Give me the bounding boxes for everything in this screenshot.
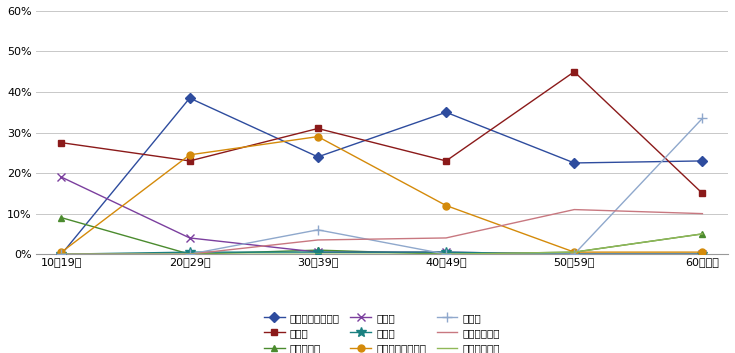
退職・廃業 <box>185 252 194 256</box>
交通の利便性 <box>57 252 66 256</box>
住　宅 <box>57 252 66 256</box>
住　宅 <box>698 116 707 120</box>
Line: 就　学: 就 学 <box>57 173 706 258</box>
生活の利便性 <box>442 252 451 256</box>
生活の利便性 <box>313 252 322 256</box>
Legend: 就職・転職・転業, 転　勤, 退職・廃業, 就　学, 卒　業, 結婚・離婚・縁組, 住　宅, 交通の利便性, 生活の利便性: 就職・転職・転業, 転 勤, 退職・廃業, 就 学, 卒 業, 結婚・離婚・縁組… <box>264 313 501 353</box>
退職・廃業 <box>313 248 322 252</box>
交通の利便性 <box>442 236 451 240</box>
住　宅 <box>570 252 578 256</box>
生活の利便性 <box>57 252 66 256</box>
卒　業 <box>570 252 578 256</box>
住　宅 <box>185 252 194 256</box>
就職・転職・転業 <box>570 161 578 165</box>
就　学 <box>698 252 707 256</box>
Line: 退職・廃業: 退職・廃業 <box>58 214 706 258</box>
就　学 <box>185 236 194 240</box>
就　学 <box>313 250 322 254</box>
退職・廃業 <box>570 250 578 254</box>
転　勤 <box>185 159 194 163</box>
Line: 卒　業: 卒 業 <box>57 247 707 259</box>
転　勤 <box>698 191 707 196</box>
Line: 生活の利便性: 生活の利便性 <box>62 234 703 254</box>
交通の利便性 <box>313 238 322 242</box>
就職・転職・転業 <box>185 96 194 100</box>
就職・転職・転業 <box>313 155 322 159</box>
卒　業 <box>698 252 707 256</box>
転　勤 <box>313 126 322 131</box>
退職・廃業 <box>442 252 451 256</box>
交通の利便性 <box>185 252 194 256</box>
就　学 <box>57 175 66 179</box>
卒　業 <box>442 250 451 254</box>
住　宅 <box>313 228 322 232</box>
結婚・離婚・縁組 <box>313 134 322 139</box>
結婚・離婚・縁組 <box>442 203 451 208</box>
結婚・離婚・縁組 <box>570 250 578 254</box>
交通の利便性 <box>570 208 578 212</box>
Line: 就職・転職・転業: 就職・転職・転業 <box>58 95 706 258</box>
転　勤 <box>570 70 578 74</box>
就　学 <box>442 250 451 254</box>
住　宅 <box>442 252 451 256</box>
卒　業 <box>185 250 194 254</box>
転　勤 <box>57 140 66 145</box>
結婚・離婚・縁組 <box>185 153 194 157</box>
卒　業 <box>313 250 322 254</box>
就職・転職・転業 <box>57 252 66 256</box>
Line: 交通の利便性: 交通の利便性 <box>62 210 703 254</box>
生活の利便性 <box>698 232 707 236</box>
就職・転職・転業 <box>698 159 707 163</box>
就職・転職・転業 <box>442 110 451 114</box>
結婚・離婚・縁組 <box>698 250 707 254</box>
Line: 転　勤: 転 勤 <box>58 68 706 197</box>
Line: 住　宅: 住 宅 <box>57 114 707 259</box>
結婚・離婚・縁組 <box>57 250 66 254</box>
転　勤 <box>442 159 451 163</box>
就　学 <box>570 252 578 256</box>
退職・廃業 <box>57 216 66 220</box>
退職・廃業 <box>698 232 707 236</box>
生活の利便性 <box>570 250 578 254</box>
交通の利便性 <box>698 211 707 216</box>
Line: 結婚・離婚・縁組: 結婚・離婚・縁組 <box>58 133 706 256</box>
卒　業 <box>57 252 66 256</box>
生活の利便性 <box>185 252 194 256</box>
